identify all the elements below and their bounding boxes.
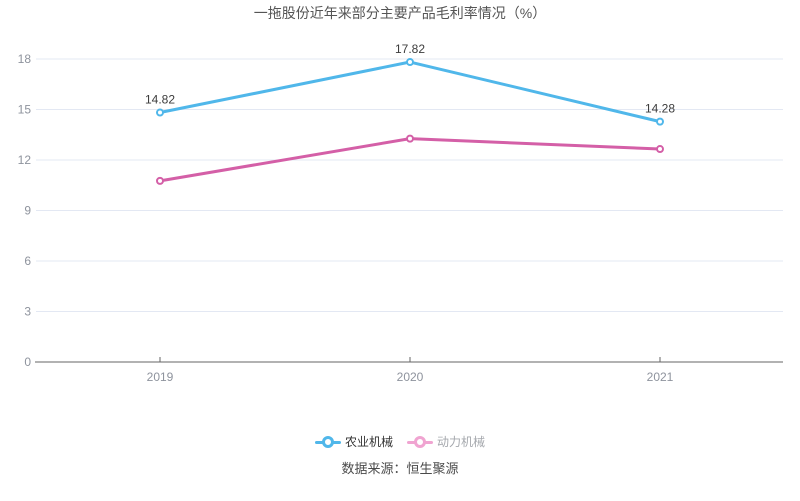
y-axis-label: 3 xyxy=(24,305,31,319)
x-axis-label: 2020 xyxy=(397,370,424,384)
data-point-label: 17.82 xyxy=(395,42,425,56)
legend-item-power-machinery[interactable]: 动力机械 xyxy=(407,435,485,449)
y-axis-label: 12 xyxy=(18,153,32,167)
legend-label-agricultural-machinery: 农业机械 xyxy=(344,435,393,449)
y-axis-label: 0 xyxy=(24,355,31,369)
data-point-label: 14.28 xyxy=(645,102,675,116)
data-point-0-0[interactable] xyxy=(156,108,164,117)
legend-item-agricultural-machinery[interactable]: 农业机械 xyxy=(314,435,393,449)
data-point-0-2[interactable] xyxy=(656,117,664,126)
y-axis-label: 6 xyxy=(24,254,31,268)
legend-label-power-machinery: 动力机械 xyxy=(437,435,486,449)
data-point-label: 14.82 xyxy=(145,93,175,107)
legend-line-marker-icon xyxy=(314,435,341,449)
legend-marker-ring xyxy=(414,436,426,448)
y-axis-label: 9 xyxy=(24,204,31,218)
chart-title: 一拖股份近年来部分主要产品毛利率情况（%） xyxy=(253,5,547,21)
data-point-1-0[interactable] xyxy=(156,176,164,185)
data-point-0-1[interactable] xyxy=(406,58,414,67)
legend: 农业机械 动力机械 xyxy=(0,433,800,451)
legend-marker-ring xyxy=(321,436,334,448)
legend-line-marker-icon xyxy=(407,435,433,449)
data-point-1-1[interactable] xyxy=(406,134,414,143)
y-axis-label: 18 xyxy=(18,52,32,66)
line-chart-plot: 0 3 6 9 12 15 18 2019 2020 2021 14.82 17.82 14.28 xyxy=(18,42,783,384)
data-source-text: 数据来源：恒生聚源 xyxy=(341,461,459,476)
y-axis-label: 15 xyxy=(18,103,32,117)
x-axis-label: 2021 xyxy=(647,370,674,384)
x-axis-label: 2019 xyxy=(147,370,174,384)
series-line-0 xyxy=(158,60,662,124)
data-point-1-2[interactable] xyxy=(656,145,664,154)
